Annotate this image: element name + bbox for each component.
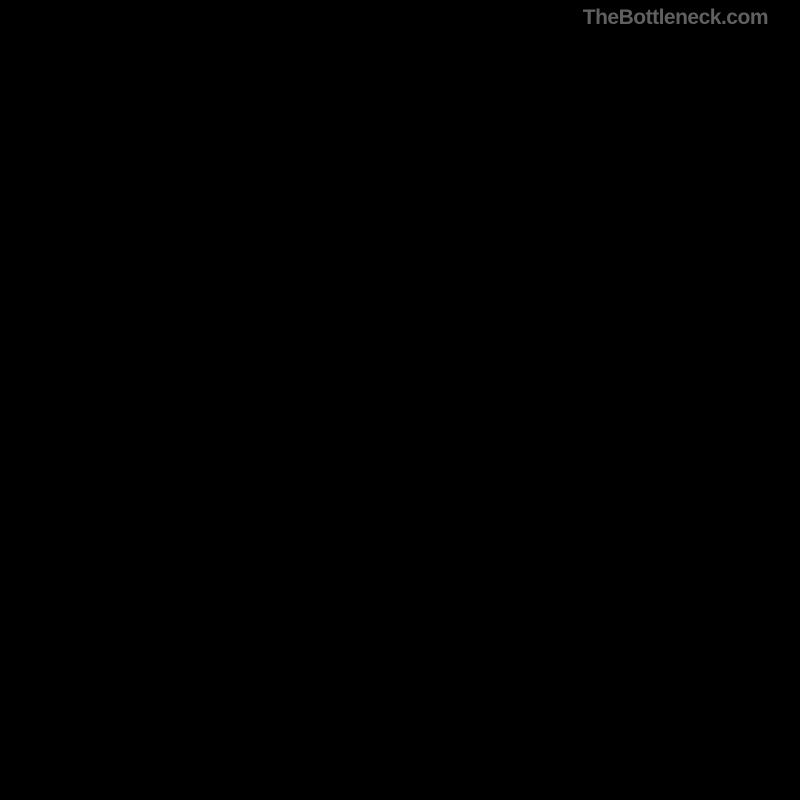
- heatmap-plot: [27, 27, 773, 773]
- heatmap-canvas: [27, 27, 773, 773]
- crosshair-horizontal: [27, 415, 773, 417]
- crosshair-vertical: [413, 27, 415, 773]
- crosshair-marker: [409, 411, 419, 421]
